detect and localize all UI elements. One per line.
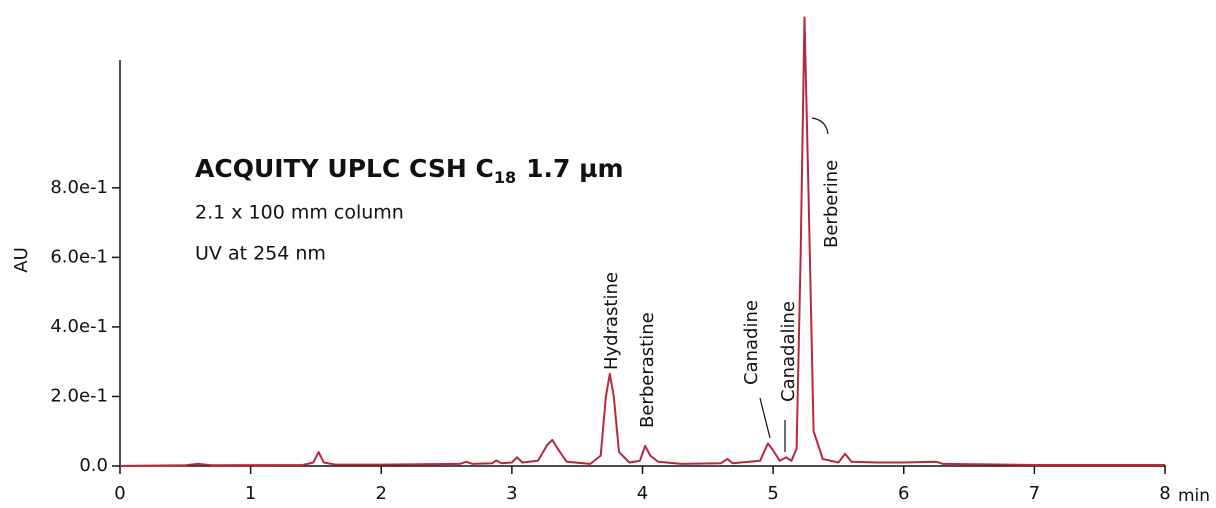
x-tick-label: 2 — [376, 483, 387, 504]
leader-line — [811, 117, 829, 135]
y-tick-label: 0.0 — [79, 455, 108, 476]
x-tick-label: 6 — [898, 483, 909, 504]
title-suffix: 1.7 µm — [526, 154, 623, 183]
peak-label: Canadine — [741, 300, 762, 385]
y-axis-label: AU — [11, 247, 32, 273]
y-tick-label: 2.0e-1 — [50, 385, 108, 406]
x-tick-label: 5 — [767, 483, 778, 504]
title-subscript: 18 — [494, 168, 516, 187]
subtitle: 2.1 x 100 mm column — [195, 202, 404, 224]
leader-line — [759, 397, 771, 439]
chromatogram-line — [119, 16, 1165, 467]
subtitle: UV at 254 nm — [195, 243, 326, 265]
peak-label: Canadaline — [778, 301, 799, 402]
x-tick-label: 0 — [114, 483, 125, 504]
x-tick-label: 1 — [245, 483, 256, 504]
x-tick-label: 4 — [637, 483, 648, 504]
y-tick-label: 6.0e-1 — [50, 246, 108, 267]
x-tick-label: 3 — [506, 483, 517, 504]
y-tick-label: 4.0e-1 — [50, 316, 108, 337]
x-tick-label: 8 — [1159, 483, 1170, 504]
chart-title: ACQUITY UPLC CSH C18 1.7 µm — [195, 154, 624, 187]
peak-label: Berberine — [821, 160, 842, 248]
y-tick-label: 8.0e-1 — [50, 177, 108, 198]
peak-label: Hydrastine — [601, 272, 622, 370]
x-axis-label: min — [1178, 486, 1210, 506]
title-text: ACQUITY UPLC CSH C — [195, 154, 494, 183]
x-tick-label: 7 — [1029, 483, 1040, 504]
peak-label: Berberastine — [637, 312, 658, 428]
